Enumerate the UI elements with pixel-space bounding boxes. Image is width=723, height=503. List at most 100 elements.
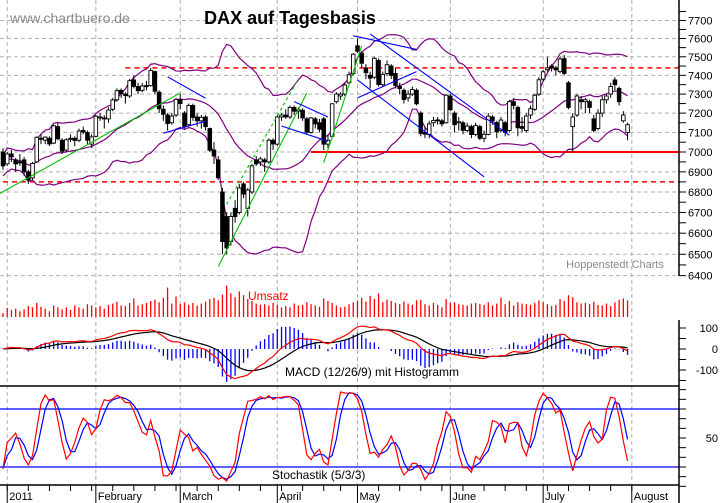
bollinger-bands [2, 34, 628, 255]
candle-body-up [595, 112, 601, 129]
candle-body-up [604, 95, 609, 101]
candle-body-down [452, 112, 457, 126]
candle-body-down [194, 116, 200, 122]
candle [173, 97, 179, 117]
candle [536, 77, 542, 96]
candle-body-up [258, 158, 263, 163]
candle-body-down [519, 126, 525, 129]
candle-body-down [144, 85, 149, 88]
candle-body-up [308, 117, 314, 133]
candle [237, 183, 242, 215]
candle-body-up [279, 114, 284, 118]
price-tick-label: 7500 [688, 52, 712, 64]
candle [72, 136, 77, 147]
bollinger-lower [2, 108, 628, 255]
candle [249, 163, 255, 195]
candle [342, 82, 348, 96]
stochastic-k-line [2, 391, 629, 482]
candle-body-up [275, 116, 280, 145]
candle-body-down [211, 149, 217, 157]
candle-body-down [435, 119, 440, 122]
candle-body-down [566, 82, 571, 108]
green-trendline [217, 92, 308, 267]
macd-signal-line [2, 329, 628, 372]
candle [583, 97, 588, 114]
month-label: August [634, 491, 668, 503]
candle-body-up [481, 133, 487, 139]
candle [549, 64, 554, 72]
candle [266, 138, 272, 164]
candle-body-down [72, 137, 77, 141]
bollinger-middle [2, 78, 628, 170]
candle-body-down [355, 45, 360, 52]
candle-body-up [186, 105, 191, 126]
candle-body-up [384, 64, 390, 74]
volume-bars [2, 285, 629, 317]
price-tick-label: 7600 [688, 34, 712, 46]
candle-body-down [477, 126, 483, 139]
candle [599, 95, 605, 117]
candle [507, 99, 512, 133]
candle [612, 77, 618, 91]
candle [355, 38, 360, 54]
candle [97, 113, 103, 121]
candle-body-down [253, 159, 259, 165]
candle [127, 79, 132, 98]
candle [304, 116, 310, 135]
candle-body-down [553, 67, 559, 71]
candle-body-down [165, 114, 170, 124]
candle-body-down [80, 130, 86, 133]
candle-body-up [34, 136, 40, 163]
candle [414, 88, 419, 106]
candle-body-up [574, 95, 580, 116]
candle [372, 56, 377, 80]
candle-body-up [473, 125, 478, 135]
blue-trendline [357, 79, 485, 178]
candle-body-down [612, 79, 618, 86]
candle [334, 92, 339, 104]
macd-tick-label: -100 [696, 365, 718, 377]
candle-body-down [59, 139, 65, 152]
candle [384, 60, 390, 76]
candle-body-up [173, 98, 179, 116]
candle [42, 136, 48, 145]
candle-body-up [334, 93, 339, 103]
candle-body-up [426, 123, 432, 135]
candle [177, 94, 183, 110]
candle-body-up [97, 116, 103, 119]
candle [494, 120, 499, 139]
candle-body-up [51, 125, 56, 144]
candle [524, 113, 529, 133]
candle-body-up [532, 94, 537, 110]
candle [17, 153, 23, 166]
candle-body-down [17, 161, 23, 164]
candle-body-up [456, 121, 462, 124]
candle [4, 152, 10, 166]
candle [169, 113, 175, 125]
candle [321, 116, 326, 151]
blue-trendline [369, 33, 510, 136]
candle [456, 116, 462, 131]
candle-body-up [127, 80, 132, 97]
candle [9, 150, 14, 162]
candle-body-up [110, 99, 115, 110]
candle [287, 105, 293, 119]
candle [270, 138, 276, 151]
month-label: March [182, 491, 213, 503]
blue-trendline [353, 35, 417, 50]
candle [135, 82, 141, 95]
volume-label: Umsatz [248, 289, 289, 303]
candle [186, 103, 191, 127]
candle [152, 70, 158, 95]
candle-body-down [397, 86, 402, 90]
candle [608, 82, 613, 98]
candle [131, 75, 137, 89]
candle-body-up [228, 216, 234, 243]
candle [578, 95, 584, 110]
candle [380, 71, 386, 87]
month-label: July [545, 491, 565, 503]
candle [102, 115, 107, 129]
candle [51, 124, 56, 145]
candle [540, 69, 546, 81]
candle [118, 88, 124, 98]
